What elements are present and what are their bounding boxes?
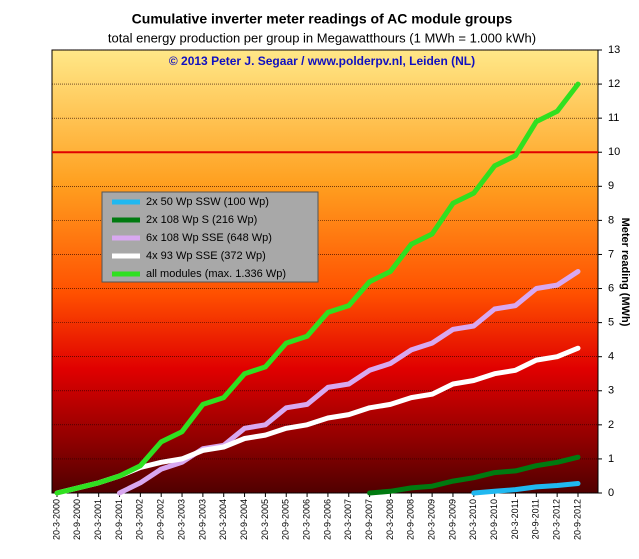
- annotation: © 2013 Peter J. Segaar / www.polderpv.nl…: [169, 54, 475, 68]
- x-tick-label: 20-9-2010: [489, 499, 499, 540]
- x-tick-label: 20-9-2006: [322, 499, 332, 540]
- x-tick-label: 20-9-2007: [364, 499, 374, 540]
- x-tick-label: 20-3-2008: [385, 499, 395, 540]
- chart-subtitle: total energy production per group in Meg…: [108, 30, 536, 45]
- x-tick-label: 20-9-2009: [447, 499, 457, 540]
- x-tick-label: 20-3-2000: [51, 499, 61, 540]
- x-tick-label: 20-3-2005: [260, 499, 270, 540]
- y-tick-label: 13: [608, 44, 620, 56]
- x-tick-label: 20-3-2003: [176, 499, 186, 540]
- y-tick-label: 3: [608, 385, 614, 397]
- x-tick-label: 20-9-2002: [156, 499, 166, 540]
- x-tick-label: 20-3-2007: [343, 499, 353, 540]
- y-tick-label: 7: [608, 248, 614, 260]
- legend: 2x 50 Wp SSW (100 Wp) 2x 108 Wp S (216 Wp…: [101, 191, 319, 283]
- x-tick-label: 20-3-2010: [468, 499, 478, 540]
- y-tick-label: 1: [608, 453, 614, 465]
- legend-label: 2x 108 Wp S (216 Wp): [146, 214, 257, 226]
- legend-label: 4x 93 Wp SSE (372 Wp): [146, 250, 266, 262]
- x-tick-label: 20-3-2004: [218, 499, 228, 540]
- y-tick-label: 2: [608, 419, 614, 431]
- legend-label: all modules (max. 1.336 Wp): [146, 268, 286, 280]
- x-tick-label: 20-3-2001: [93, 499, 103, 540]
- x-tick-label: 20-9-2012: [572, 499, 582, 540]
- series-line: [54, 345, 581, 496]
- legend-label: 2x 50 Wp SSW (100 Wp): [146, 196, 269, 208]
- x-tick-label: 20-3-2011: [510, 499, 520, 539]
- legend-label: 6x 108 Wp SSE (648 Wp): [146, 232, 272, 244]
- chart-title: Cumulative inverter meter readings of AC…: [132, 11, 513, 27]
- x-tick-label: 20-9-2001: [114, 499, 124, 540]
- y-axis-label: Meter reading (MWh): [619, 218, 631, 327]
- y-tick-label: 5: [608, 317, 614, 329]
- y-tick-label: 4: [608, 351, 614, 363]
- y-tick-label: 6: [608, 282, 614, 294]
- x-tick-label: 20-3-2012: [552, 499, 562, 540]
- y-tick-label: 11: [608, 112, 619, 124]
- x-tick-label: 20-3-2002: [135, 499, 145, 540]
- series-line: [54, 81, 581, 496]
- x-tick-label: 20-9-2005: [281, 499, 291, 540]
- x-tick-label: 20-3-2006: [301, 499, 311, 540]
- x-tick-label: 20-9-2003: [197, 499, 207, 540]
- y-tick-label: 12: [608, 78, 620, 90]
- y-tick-label: 9: [608, 180, 614, 192]
- y-tick-label: 10: [608, 146, 620, 158]
- x-tick-label: 20-9-2008: [406, 499, 416, 540]
- y-tick-label: 0: [608, 487, 614, 499]
- x-tick-label: 20-9-2004: [239, 499, 249, 540]
- series-line: [367, 454, 581, 496]
- x-tick-label: 20-9-2011: [531, 499, 541, 539]
- x-tick-label: 20-9-2000: [72, 499, 82, 540]
- series-line: [471, 481, 581, 496]
- x-tick-label: 20-3-2009: [426, 499, 436, 540]
- y-tick-label: 8: [608, 214, 614, 226]
